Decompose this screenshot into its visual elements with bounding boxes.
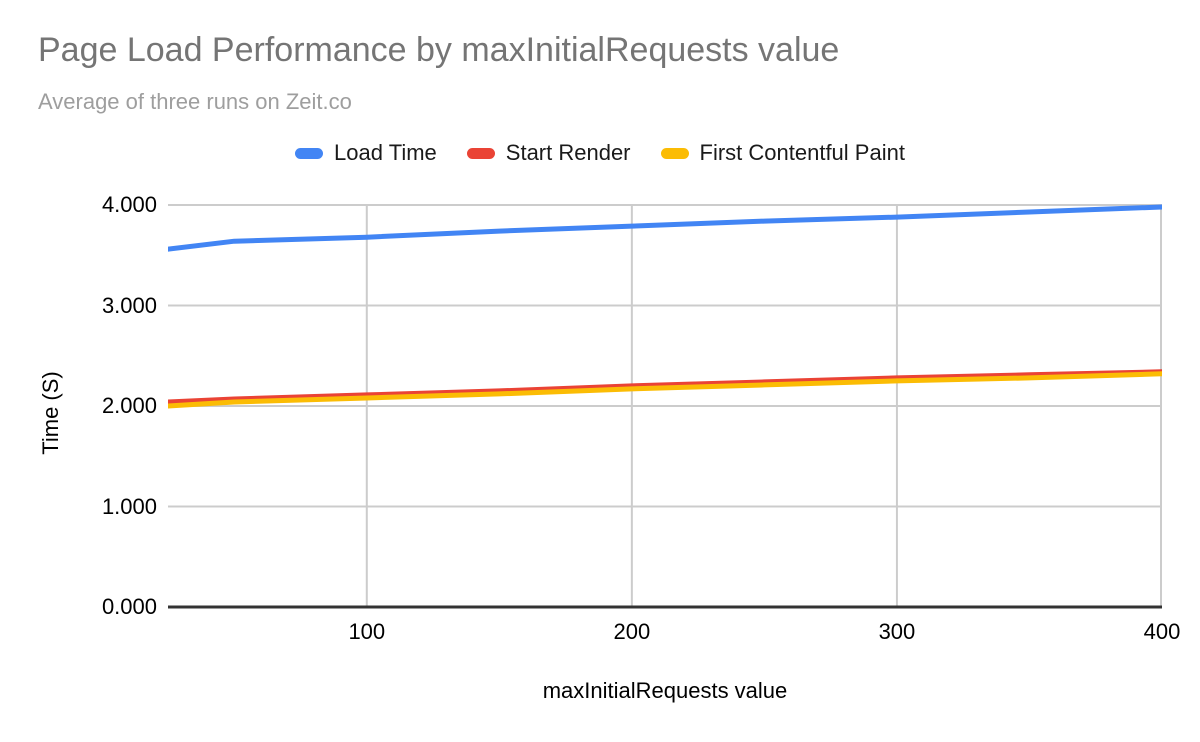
legend-item-start-render[interactable]: Start Render [466,140,631,165]
series-line-first-contentful-paint[interactable] [168,371,1162,409]
series-line-start-render[interactable] [168,369,1162,405]
x-tick-label: 400 [1143,619,1181,644]
series-line-load-time[interactable] [168,204,1162,252]
legend-label: Start Render [505,140,631,165]
legend-label: First Contentful Paint [699,140,905,165]
chart-subtitle: Average of three runs on Zeit.co [38,89,352,114]
x-tick-label: 300 [878,619,916,644]
y-tick-label: 3.000 [101,292,157,318]
y-tick-label: 2.000 [101,393,157,418]
x-axis-title: maxInitialRequests value [542,678,788,703]
legend-swatch-load-time [295,147,324,159]
legend: Load Time Start Render First Contentful Pa… [0,141,1200,165]
x-tick-label: 200 [613,619,651,644]
legend-label: Load Time [334,140,437,165]
y-tick-label: 4.000 [101,192,157,217]
chart-title: Page Load Performance by maxInitialReque… [38,31,840,69]
y-tick-label: 0.000 [101,594,157,619]
legend-item-first-contentful-paint[interactable]: First Contentful Paint [660,140,905,165]
legend-swatch-first-contentful-paint [660,147,689,159]
x-tick-label: 100 [348,619,386,644]
legend-swatch-start-render [466,147,495,159]
legend-item-load-time[interactable]: Load Time [295,141,437,165]
y-axis-title: Time (S) [38,371,63,455]
plot-area [168,204,1162,609]
y-tick-label: 1.000 [101,493,157,519]
